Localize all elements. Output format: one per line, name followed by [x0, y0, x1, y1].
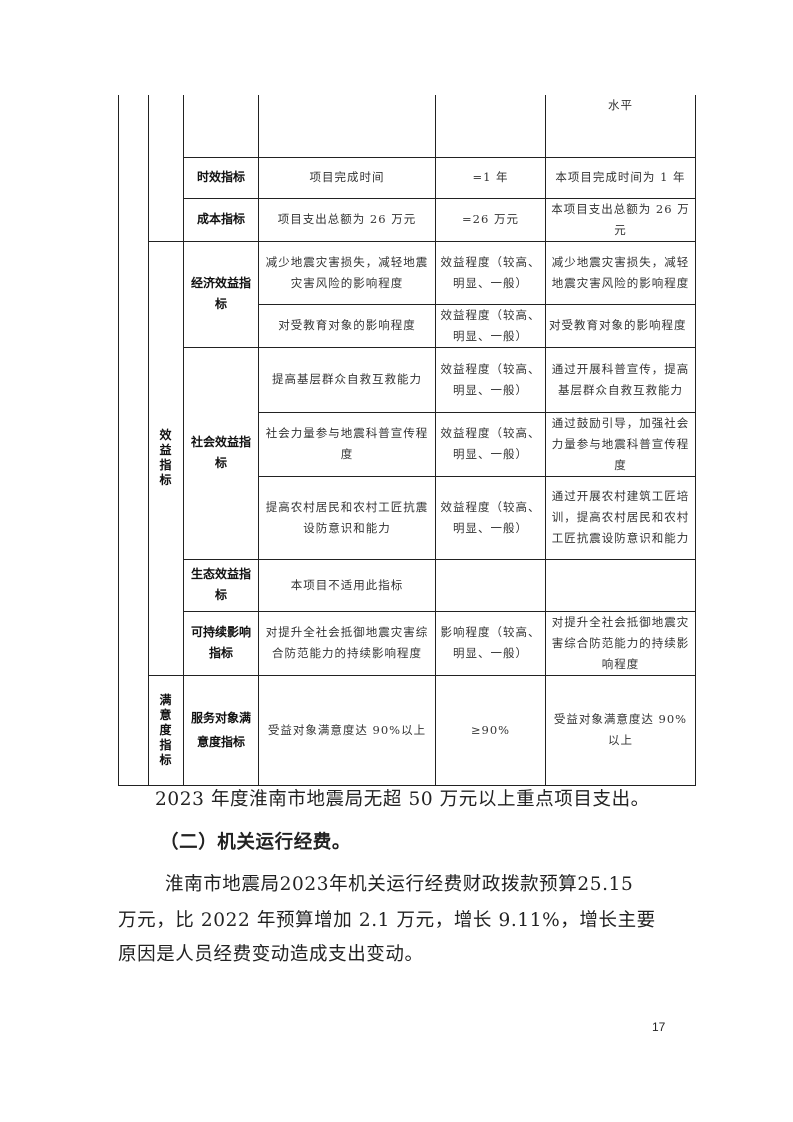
page-number: 17 [652, 1020, 666, 1034]
benefit-category: 效益指标 [148, 240, 184, 676]
standard-cell: 通过鼓励引导，加强社会力量参与地震科普宣传程度 [545, 411, 696, 477]
value-cell: 效益程度（较高、明显、一般） [435, 475, 546, 560]
value-cell [435, 558, 546, 612]
cost-label: 成本指标 [183, 197, 259, 242]
value-cell [435, 95, 546, 158]
standard-cell: 对受教育对象的影响程度 [545, 303, 696, 348]
paragraph-line: 淮南市地震局2023年机关运行经费财政拨款预算25.15 [165, 874, 634, 895]
satisfaction-category: 满意度指标 [148, 674, 184, 786]
indicator-cell: 对受教育对象的影响程度 [258, 303, 436, 348]
standard-cell [545, 558, 696, 612]
value-cell: =26 万元 [435, 197, 546, 242]
indicator-cell: 社会力量参与地震科普宣传程度 [258, 411, 436, 477]
timeliness-label: 时效指标 [183, 156, 259, 199]
ecological-label: 生态效益指标 [183, 558, 259, 612]
standard-cell: 水平 [545, 95, 696, 158]
value-cell: 效益程度（较高、明显、一般） [435, 240, 546, 305]
standard-cell: 受益对象满意度达 90%以上 [545, 674, 696, 786]
value-cell: 影响程度（较高、明显、一般） [435, 610, 546, 676]
sustainable-label: 可持续影响指标 [183, 610, 259, 676]
standard-cell: 通过开展农村建筑工匠培训，提高农村居民和农村工匠抗震设防意识和能力 [545, 475, 696, 560]
social-label: 社会效益指标 [183, 346, 259, 560]
economic-label: 经济效益指标 [183, 240, 259, 348]
paragraph-line: 万元，比 2022 年预算增加 2.1 万元，增长 9.11%，增长主要 [118, 910, 656, 931]
standard-cell: 本项目支出总额为 26 万元 [545, 197, 696, 242]
performance-indicator-table: 水平 时效指标 项目完成时间 =1 年 本项目完成时间为 1 年 成本指标 项目… [118, 95, 696, 786]
satisfaction-label: 服务对象满意度指标 [183, 674, 259, 786]
paragraph-line: 原因是人员经费变动造成支出变动。 [118, 944, 424, 965]
indicator-cell: 减少地震灾害损失，减轻地震灾害风险的影响程度 [258, 240, 436, 305]
value-cell: 效益程度（较高、明显、一般） [435, 346, 546, 413]
indicator-cell: 提高农村居民和农村工匠抗震设防意识和能力 [258, 475, 436, 560]
indicator-cell: 受益对象满意度达 90%以上 [258, 674, 436, 786]
value-cell: ≥90% [435, 674, 546, 786]
level1-cell [118, 95, 149, 786]
section-heading: （二）机关运行经费。 [160, 832, 352, 853]
standard-cell: 减少地震灾害损失，减轻地震灾害风险的影响程度 [545, 240, 696, 305]
indicator-cell: 对提升全社会抵御地震灾害综合防范能力的持续影响程度 [258, 610, 436, 676]
body-line: 2023 年度淮南市地震局无超 50 万元以上重点项目支出。 [155, 789, 650, 810]
level2-cell-output [148, 95, 184, 242]
value-cell: =1 年 [435, 156, 546, 199]
standard-cell: 通过开展科普宣传，提高基层群众自救互救能力 [545, 346, 696, 413]
standard-cell: 对提升全社会抵御地震灾害综合防范能力的持续影响程度 [545, 610, 696, 676]
standard-cell: 本项目完成时间为 1 年 [545, 156, 696, 199]
value-cell: 效益程度（较高、明显、一般） [435, 411, 546, 477]
indicator-cell: 项目支出总额为 26 万元 [258, 197, 436, 242]
value-cell: 效益程度（较高、明显、一般） [435, 303, 546, 348]
indicator-cell [258, 95, 436, 158]
indicator-cell: 本项目不适用此指标 [258, 558, 436, 612]
level3-cell [183, 95, 259, 158]
indicator-cell: 提高基层群众自救互救能力 [258, 346, 436, 413]
indicator-cell: 项目完成时间 [258, 156, 436, 199]
